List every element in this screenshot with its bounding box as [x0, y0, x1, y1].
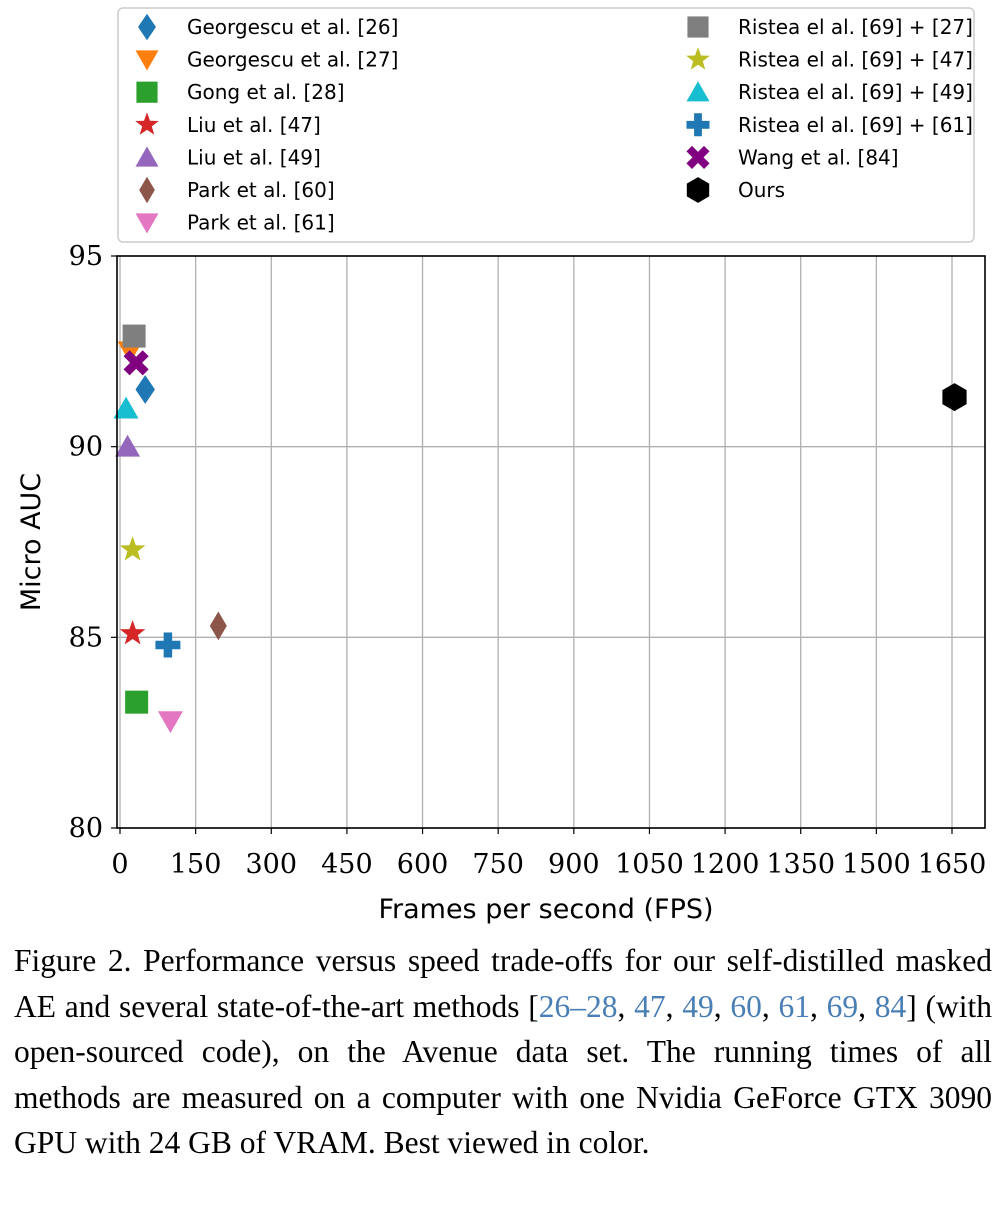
legend-label: Ristea el al. [69] + [27] [738, 15, 973, 39]
caption-ref[interactable]: 84 [874, 988, 907, 1024]
x-tick-label: 1200 [691, 849, 760, 880]
data-point-shape [123, 350, 149, 376]
data-points [113, 324, 967, 734]
legend-label: Gong et al. [28] [187, 80, 345, 104]
data-point [119, 536, 146, 561]
x-tick-labels: 0 150 300 450 600 750 900 1050 1200 1350 1500 1650 [111, 828, 986, 880]
scatter-chart: Georgescu et al. [26] Georgescu et al. [2… [16, 7, 986, 925]
plot-frame [116, 255, 986, 829]
legend-label: Park et al. [61] [187, 211, 335, 235]
y-tick-label: 95 [69, 241, 103, 272]
legend: Georgescu et al. [26] Georgescu et al. [2… [117, 7, 975, 243]
legend-label: Wang et al. [84] [738, 145, 899, 169]
legend-label: Ristea el al. [69] + [47] [738, 48, 973, 72]
x-tick-label: 1350 [766, 849, 835, 880]
x-tick-label: 600 [397, 849, 449, 880]
legend-marker [687, 16, 709, 38]
data-point [123, 350, 149, 376]
data-point [155, 632, 181, 658]
legend-label: Liu et al. [47] [187, 113, 321, 137]
legend-label: Park et al. [60] [187, 178, 335, 202]
legend-marker [686, 81, 710, 102]
legend-frame [117, 7, 975, 243]
x-tick-label: 150 [170, 849, 222, 880]
legend-marker [686, 145, 710, 169]
grid [117, 255, 985, 829]
legend-marker [139, 176, 155, 204]
figure-caption: Figure 2. Performance versus speed trade… [14, 943, 993, 1161]
legend-label: Ristea el al. [69] + [61] [738, 113, 973, 137]
legend-marker [136, 81, 158, 103]
data-point [113, 396, 139, 419]
legend-marker [135, 112, 159, 135]
x-tick-label: 750 [472, 849, 524, 880]
x-tick-label: 900 [548, 849, 600, 880]
legend-marker [686, 113, 710, 137]
data-point [209, 611, 227, 641]
legend-marker [138, 13, 156, 41]
data-point [119, 620, 146, 645]
caption-lead: Figure 2. Performance versus speed trade… [14, 943, 992, 1024]
figure: Georgescu et al. [26] Georgescu et al. [2… [16, 7, 986, 925]
y-axis-label: Micro AUC [16, 473, 47, 611]
x-tick-label: 300 [245, 849, 297, 880]
y-tick-label: 80 [69, 813, 103, 844]
caption-tail: ] (with open-sourced code), on the Avenu… [14, 988, 993, 1161]
legend-marker [135, 146, 159, 167]
y-tick-label: 85 [69, 622, 103, 653]
x-tick-label: 1500 [842, 849, 911, 880]
x-tick-label: 0 [111, 849, 128, 880]
data-point [135, 375, 155, 404]
legend-marker-shape [686, 145, 710, 169]
x-tick-label: 1650 [918, 849, 987, 880]
data-point [122, 324, 146, 348]
data-point [115, 434, 141, 457]
legend-label: Ristea el al. [69] + [49] [738, 80, 973, 104]
x-tick-label: 450 [321, 849, 373, 880]
caption-ref[interactable]: 47 [634, 988, 666, 1024]
legend-marker [686, 47, 710, 70]
x-tick-label: 1050 [615, 849, 684, 880]
caption-ref[interactable]: 60 [730, 988, 762, 1024]
data-point [125, 690, 149, 714]
legend-label: Georgescu et al. [27] [187, 48, 398, 72]
data-point [157, 711, 183, 734]
legend-marker [135, 50, 159, 71]
legend-label: Liu et al. [49] [187, 145, 321, 169]
legend-marker [686, 177, 710, 203]
y-tick-label: 90 [69, 432, 103, 463]
legend-label: Georgescu et al. [26] [187, 15, 398, 39]
data-point [942, 383, 967, 412]
caption-ref[interactable]: 61 [778, 988, 811, 1024]
caption-ref[interactable]: 69 [826, 988, 859, 1024]
legend-marker [135, 213, 159, 234]
x-axis-label: Frames per second (FPS) [378, 894, 713, 925]
caption-ref[interactable]: 26–28 [538, 988, 618, 1024]
y-tick-labels: 80 85 90 95 [69, 241, 117, 844]
legend-label: Ours [738, 178, 785, 202]
caption-ref[interactable]: 49 [682, 988, 714, 1024]
